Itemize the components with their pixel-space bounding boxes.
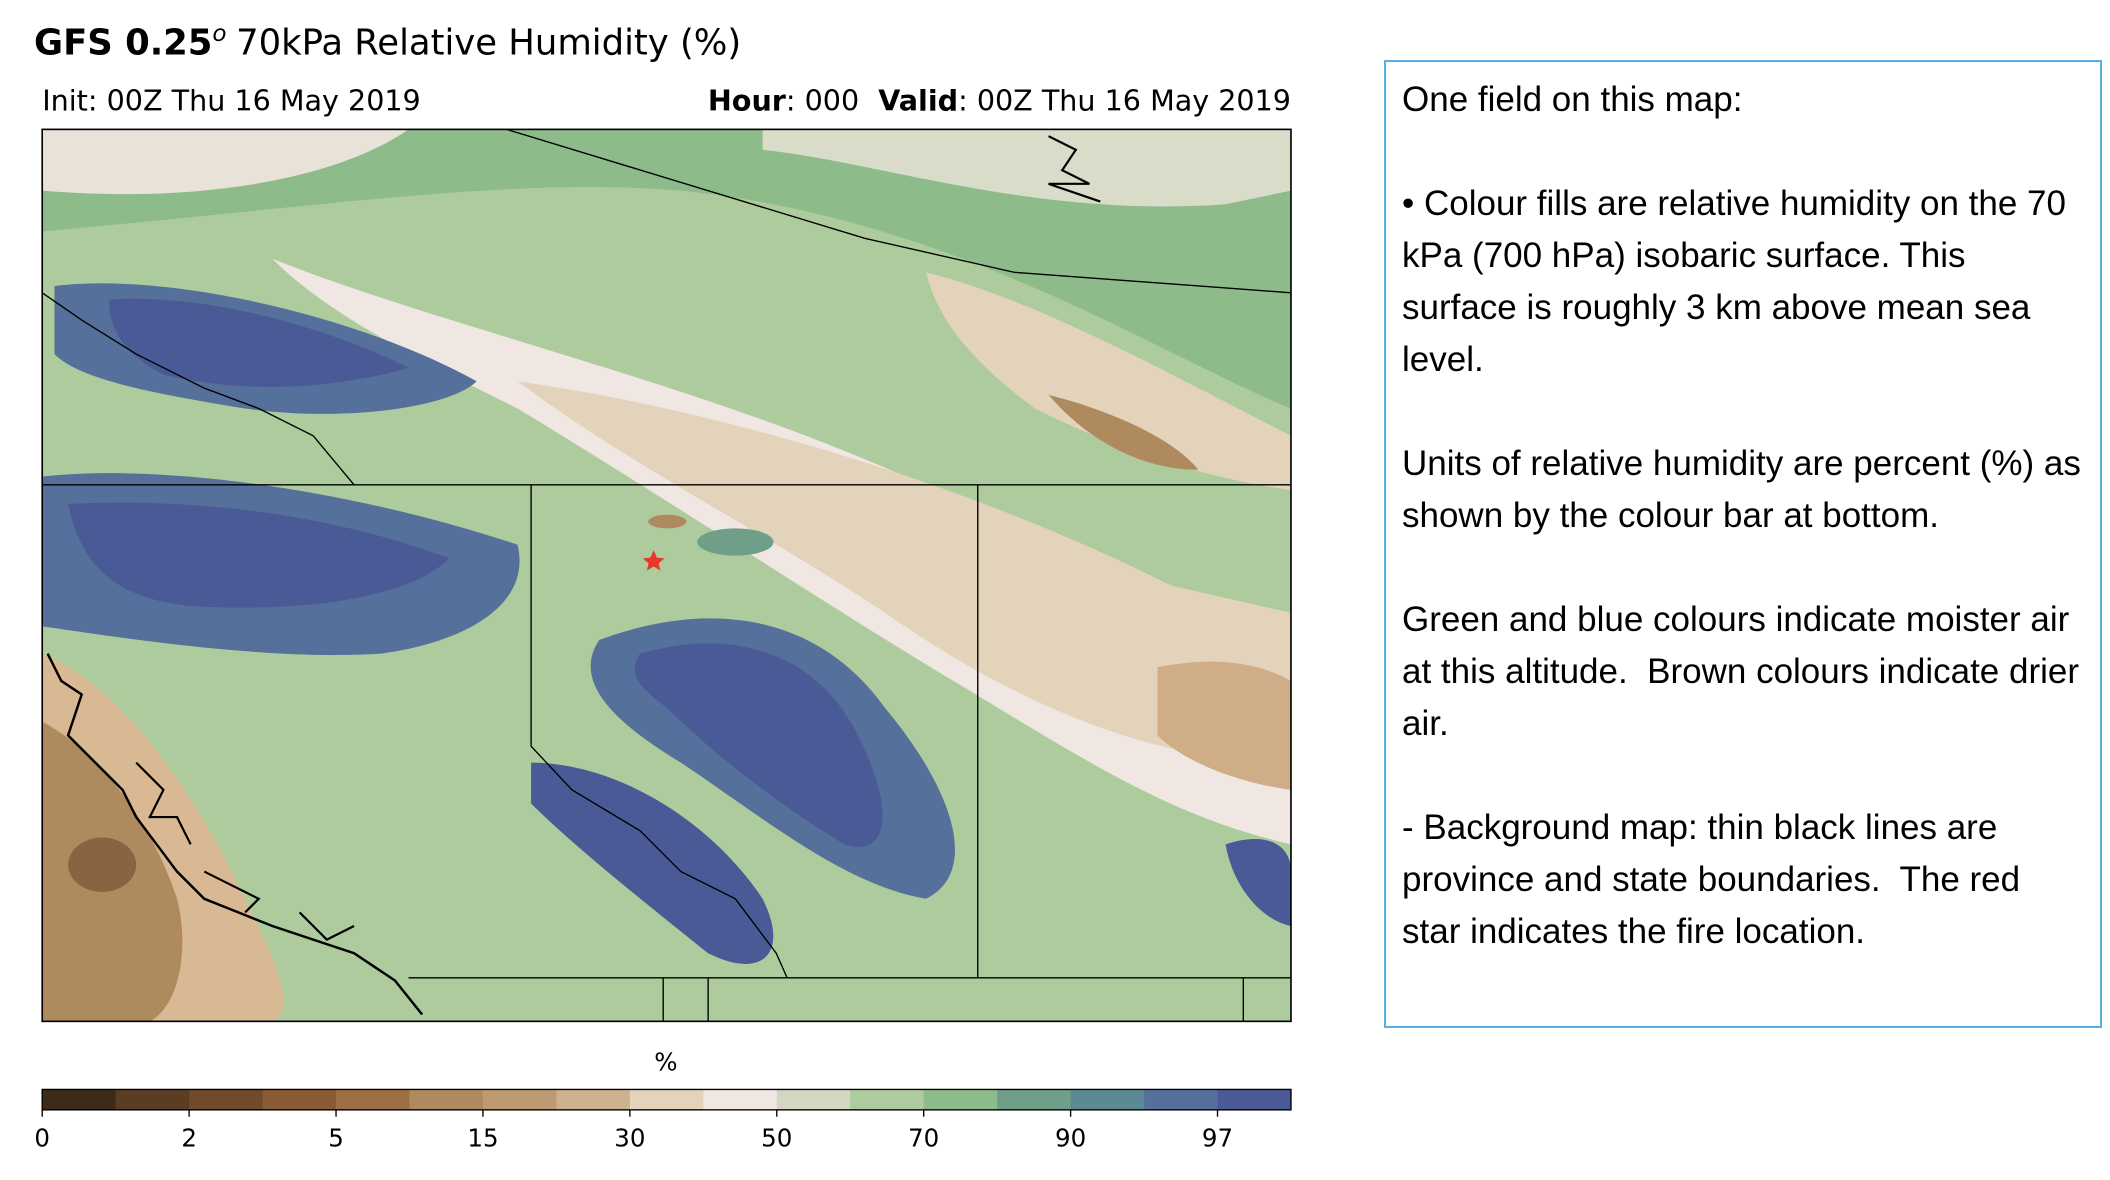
colorbar-segment	[1217, 1089, 1292, 1110]
colorbar-segment	[556, 1089, 631, 1110]
colorbar-segment	[850, 1089, 925, 1110]
colorbar-segment	[629, 1089, 704, 1110]
colorbar-segment	[42, 1089, 117, 1110]
valid-info: Hour: 000 Valid: 00Z Thu 16 May 2019	[708, 83, 1291, 117]
valid-value: : 00Z Thu 16 May 2019	[958, 83, 1291, 117]
valid-label: Valid	[878, 83, 958, 117]
boundaries	[41, 128, 1292, 1022]
box-paragraphs: • Colour fills are relative humidity on …	[1402, 178, 2084, 958]
colorbar-segment	[997, 1089, 1072, 1110]
box-paragraph: • Colour fills are relative humidity on …	[1402, 184, 2076, 379]
hour-label: Hour	[708, 83, 787, 117]
title-sup: o	[212, 21, 226, 47]
colorbar-segment	[482, 1089, 557, 1110]
colorbar-tick-label: 0	[34, 1124, 50, 1153]
colorbar: 0 2 5 15 30 50 70 90 97	[34, 1088, 1292, 1153]
box-paragraph: Green and blue colours indicate moister …	[1402, 600, 2089, 743]
colorbar-tick-label: 2	[181, 1124, 197, 1153]
colorbar-segment	[1144, 1089, 1218, 1110]
map-figure: GFS 0.25o 70kPa Relative Humidity (%) Ini…	[34, 21, 1292, 1153]
colorbar-frame	[41, 1088, 1292, 1111]
init-time: Init: 00Z Thu 16 May 2019	[42, 83, 421, 117]
colorbar-tick-label: 70	[908, 1124, 939, 1153]
colorbar-segment	[1070, 1089, 1145, 1110]
map-title: GFS 0.25o 70kPa Relative Humidity (%)	[34, 21, 741, 64]
hour-value: : 000	[786, 83, 859, 117]
explanation-box: One field on this map: • Colour fills ar…	[1384, 60, 2102, 1028]
fire-location-star	[642, 550, 665, 571]
colorbar-tick-label: 5	[328, 1124, 344, 1153]
colorbar-segment	[262, 1089, 337, 1110]
colorbar-segment	[923, 1089, 998, 1110]
colorbar-tick-label: 15	[467, 1124, 498, 1153]
colorbar-tick-label: 90	[1055, 1124, 1086, 1153]
colorbar-segment	[189, 1089, 263, 1110]
box-paragraph: - Background map: thin black lines are p…	[1402, 808, 2030, 951]
colorbar-tick-label: 30	[614, 1124, 645, 1153]
colorbar-segment	[409, 1089, 484, 1110]
colorbar-segment	[336, 1089, 410, 1110]
colorbar-segment	[776, 1089, 851, 1110]
title-rest: 70kPa Relative Humidity (%)	[236, 22, 741, 63]
colorbar-label: %	[654, 1047, 677, 1076]
humidity-field	[42, 129, 1291, 1022]
colorbar-segment	[115, 1089, 190, 1110]
colorbar-tick-label: 50	[761, 1124, 792, 1153]
title-bold: GFS 0.25	[34, 22, 212, 63]
box-paragraph: Units of relative humidity are percent (…	[1402, 444, 2091, 535]
colorbar-segment	[703, 1089, 778, 1110]
colorbar-tick-label: 97	[1202, 1124, 1233, 1153]
map-frame	[41, 128, 1292, 1023]
box-heading: One field on this map:	[1402, 80, 1743, 119]
